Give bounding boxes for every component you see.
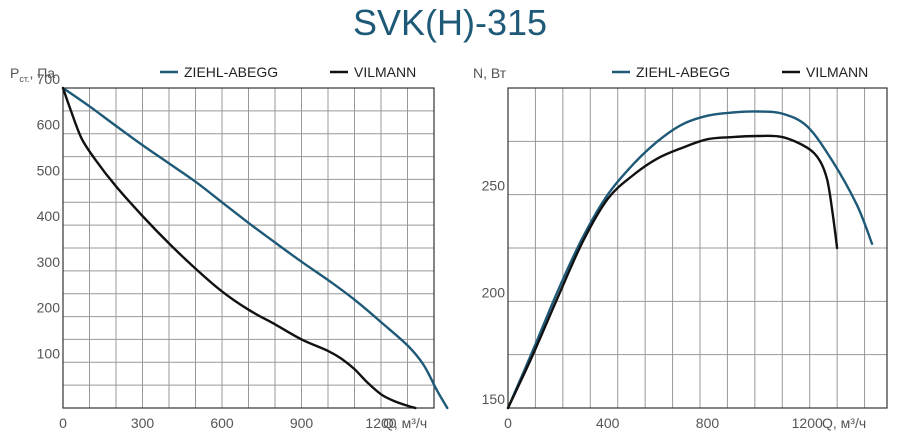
power-y-axis-title: N, Вт bbox=[473, 65, 507, 81]
legend-label-vilmann: VILMANN bbox=[806, 64, 868, 80]
y-tick-label: 150 bbox=[482, 391, 506, 407]
y-tick-label: 100 bbox=[37, 345, 61, 361]
pressure-series bbox=[61, 86, 449, 410]
y-axis-title-sub: ст. bbox=[19, 74, 29, 84]
x-tick-label: 900 bbox=[290, 415, 314, 431]
y-axis-title-main: P bbox=[10, 65, 19, 81]
pressure-x-axis-title: Q, м³/ч bbox=[383, 415, 427, 431]
legend-label-vilmann: VILMANN bbox=[354, 64, 416, 80]
pressure-tick-labels: 0 300 600 900 1200 100 200 300 400 500 600 700 bbox=[37, 71, 397, 431]
power-legend: ZIEHL-ABEGG VILMANN bbox=[612, 64, 868, 80]
y-tick-label: 500 bbox=[37, 162, 61, 178]
y-tick-label: 400 bbox=[37, 208, 61, 224]
x-tick-label: 400 bbox=[596, 415, 620, 431]
x-tick-label: 1200 bbox=[365, 415, 396, 431]
y-tick-label: 600 bbox=[37, 117, 61, 133]
power-x-axis-title: Q, м³/ч bbox=[822, 415, 866, 431]
legend-label-ziehl: ZIEHL-ABEGG bbox=[636, 64, 730, 80]
y-tick-label: 200 bbox=[482, 284, 506, 300]
pressure-grid bbox=[63, 88, 434, 408]
y-tick-label: 250 bbox=[482, 178, 506, 194]
power-chart: 0 400 800 1200 150 200 250 N, Вт Q, м³/ч ZIEHL… bbox=[473, 64, 888, 431]
y-axis-title-unit: , Па bbox=[29, 65, 55, 81]
pressure-chart: 0 300 600 900 1200 100 200 300 400 500 600 700 Pст.… bbox=[10, 64, 449, 431]
power-grid bbox=[508, 88, 887, 408]
x-tick-label: 0 bbox=[59, 415, 67, 431]
y-tick-label: 200 bbox=[37, 300, 61, 316]
series-line-vilmann bbox=[61, 86, 417, 410]
pressure-legend: ZIEHL-ABEGG VILMANN bbox=[160, 64, 416, 80]
y-tick-label: 300 bbox=[37, 254, 61, 270]
power-tick-labels: 0 400 800 1200 150 200 250 bbox=[482, 178, 823, 431]
x-tick-label: 1200 bbox=[792, 415, 823, 431]
legend-label-ziehl: ZIEHL-ABEGG bbox=[184, 64, 278, 80]
x-tick-label: 600 bbox=[210, 415, 234, 431]
series-line-ziehl-abegg bbox=[61, 86, 449, 410]
series-line-ziehl-abegg bbox=[506, 110, 874, 410]
x-tick-label: 800 bbox=[696, 415, 720, 431]
chart-title: SVK(H)-315 bbox=[352, 2, 548, 43]
power-series bbox=[506, 110, 874, 410]
x-tick-label: 300 bbox=[131, 415, 155, 431]
x-tick-label: 0 bbox=[504, 415, 512, 431]
series-line-vilmann bbox=[506, 134, 839, 410]
pressure-plot-frame bbox=[62, 87, 435, 409]
pressure-y-axis-title: Pст., Па bbox=[10, 65, 55, 84]
y-tick-label: 700 bbox=[37, 71, 61, 87]
power-plot-frame bbox=[507, 87, 888, 409]
